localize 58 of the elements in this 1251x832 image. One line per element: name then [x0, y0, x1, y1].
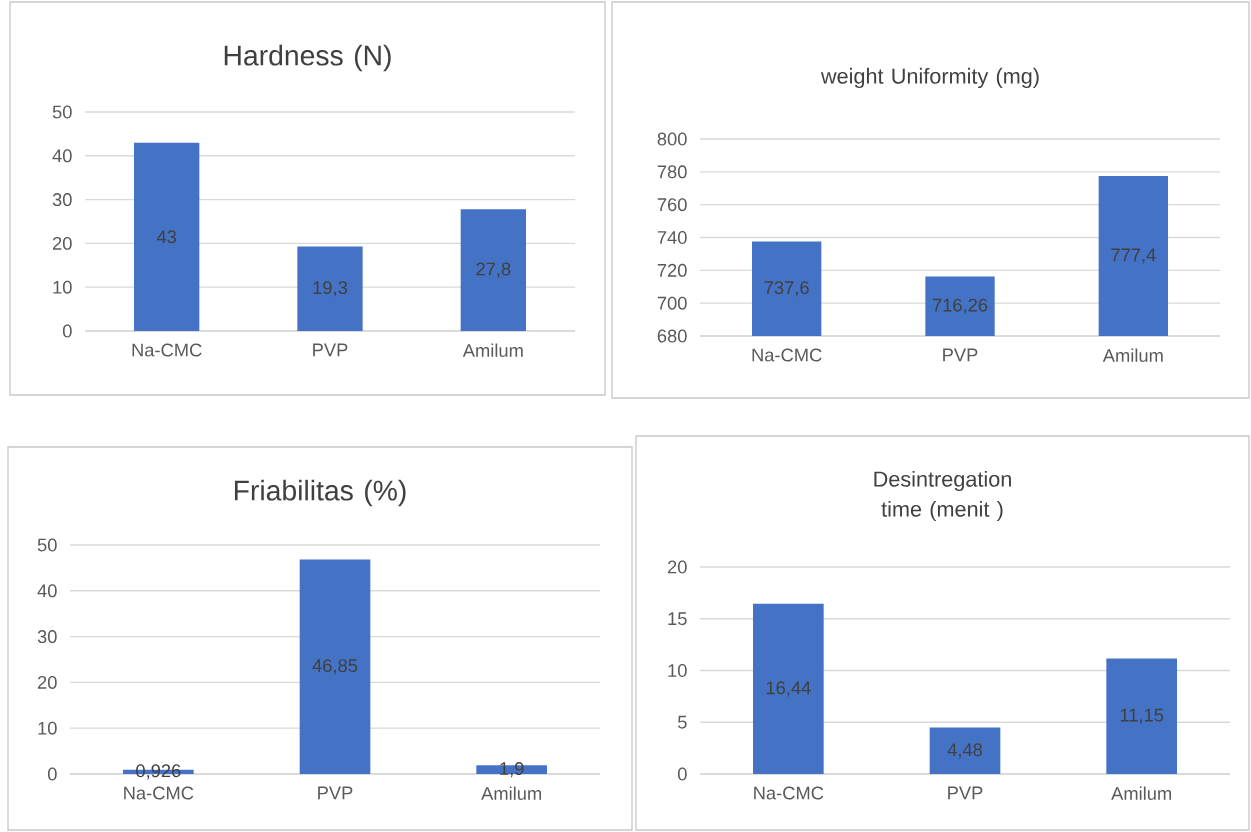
x-tick-label: Amilum: [481, 786, 542, 800]
y-tick-label: 15: [668, 612, 687, 626]
y-tick-label: 680: [657, 329, 687, 343]
y-tick-label: 0: [677, 767, 687, 781]
y-tick-label: 760: [657, 198, 687, 212]
bar: [1106, 658, 1178, 774]
y-tick-label: 30: [52, 193, 72, 207]
x-tick-label: Amilum: [1102, 348, 1163, 363]
y-tick-label: 0: [62, 324, 72, 338]
chart-title: Desintregation time (menit ): [874, 470, 1011, 522]
y-tick-label: 0: [47, 767, 57, 781]
x-tick-label: PVP: [948, 786, 983, 800]
bar: [929, 727, 1001, 774]
data-label: 27,8: [476, 262, 511, 278]
bar: [299, 559, 371, 774]
data-label: 716,26: [932, 298, 988, 314]
data-label: 737,6: [764, 281, 809, 297]
y-tick-label: 20: [37, 675, 57, 689]
data-label: 16,44: [766, 681, 811, 697]
x-tick-label: Na-CMC: [124, 786, 194, 800]
y-tick-label: 40: [52, 149, 72, 163]
x-tick-label: PVP: [318, 786, 353, 800]
y-tick-label: 740: [657, 231, 687, 244]
data-label: 11,15: [1120, 708, 1164, 724]
x-tick-label: PVP: [943, 348, 978, 362]
x-tick-label: Amilum: [1111, 786, 1172, 800]
data-label: 1,9: [500, 762, 524, 778]
y-tick-label: 10: [668, 664, 687, 677]
y-tick-label: 780: [657, 165, 687, 179]
y-tick-label: 30: [37, 630, 57, 644]
y-tick-label: 800: [657, 132, 687, 146]
bar: [134, 142, 200, 331]
x-tick-label: Na-CMC: [132, 343, 202, 357]
chart-title: Hardness (N): [224, 44, 391, 72]
y-tick-label: 50: [52, 105, 72, 119]
y-tick-label: 20: [52, 236, 72, 250]
chart-title: weight Uniformity (mg): [820, 67, 1039, 89]
bar: [297, 246, 363, 331]
data-label: 46,85: [312, 659, 358, 675]
y-tick-label: 10: [38, 721, 57, 735]
x-tick-label: Na-CMC: [754, 786, 824, 800]
y-tick-label: 5: [677, 715, 687, 729]
bar: [460, 209, 526, 331]
data-label: 19,3: [313, 281, 348, 297]
data-label: 4,48: [947, 743, 983, 759]
y-tick-label: 700: [657, 296, 687, 310]
x-tick-label: PVP: [313, 343, 348, 357]
x-tick-label: Amilum: [462, 343, 523, 357]
chart-title: Friabilitas (%): [234, 479, 406, 507]
bar: [753, 603, 824, 774]
y-tick-label: 50: [37, 538, 57, 552]
y-tick-label: 40: [37, 584, 57, 598]
data-label: 43: [156, 230, 177, 244]
y-tick-label: 20: [667, 560, 687, 574]
y-tick-label: 720: [657, 263, 687, 277]
x-tick-label: Na-CMC: [752, 348, 822, 362]
y-tick-label: 10: [53, 280, 72, 294]
data-label: 777,4: [1111, 248, 1156, 264]
